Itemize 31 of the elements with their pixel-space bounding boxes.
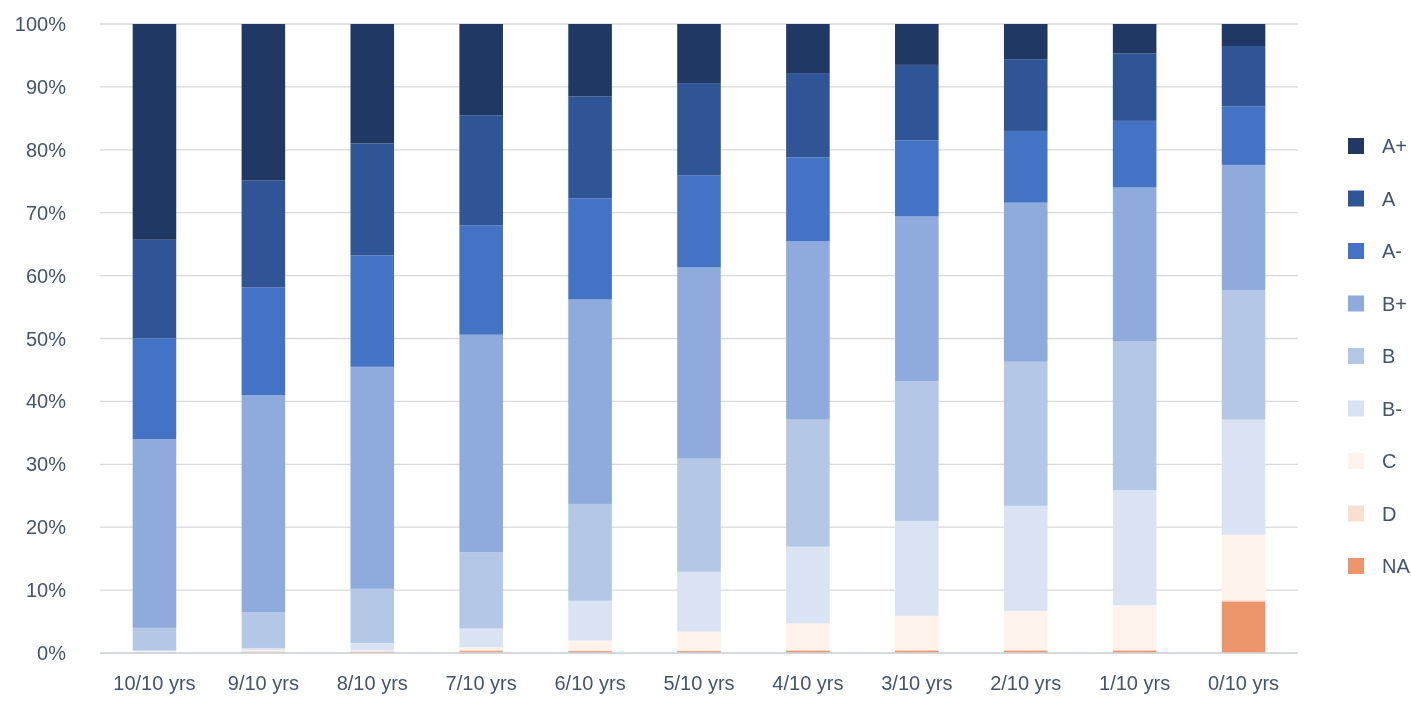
x-tick-label: 2/10 yrs bbox=[990, 672, 1062, 694]
x-tick-label: 3/10 yrs bbox=[881, 672, 953, 694]
y-tick-label: 20% bbox=[25, 516, 67, 539]
y-tick-label: 90% bbox=[25, 75, 67, 98]
y-tick-label: 80% bbox=[25, 138, 67, 161]
legend-label: A- bbox=[1382, 240, 1402, 262]
y-tick-label: 70% bbox=[25, 201, 67, 224]
y-tick-label: 10% bbox=[25, 579, 67, 602]
legend-label: A+ bbox=[1382, 135, 1408, 157]
legend-label: NA bbox=[1382, 555, 1411, 577]
y-tick-label: 30% bbox=[25, 453, 67, 476]
legend-label: B bbox=[1382, 345, 1396, 367]
x-tick-label: 1/10 yrs bbox=[1099, 672, 1171, 694]
x-tick-label: 0/10 yrs bbox=[1207, 672, 1280, 694]
x-tick-label: 8/10 yrs bbox=[336, 672, 408, 694]
y-tick-label: 50% bbox=[25, 327, 67, 350]
y-tick-label: 100% bbox=[14, 13, 67, 35]
y-tick-label: 40% bbox=[25, 390, 67, 413]
x-tick-label: 5/10 yrs bbox=[663, 672, 735, 694]
x-tick-label: 10/10 yrs bbox=[113, 672, 196, 694]
x-tick-label: 9/10 yrs bbox=[227, 672, 299, 694]
x-tick-label: 6/10 yrs bbox=[554, 672, 626, 694]
x-tick-label: 7/10 yrs bbox=[445, 672, 517, 694]
legend-label: B- bbox=[1382, 397, 1402, 420]
legend-label: D bbox=[1382, 502, 1397, 525]
legend-label: C bbox=[1382, 450, 1397, 472]
legend-label: B+ bbox=[1382, 292, 1408, 315]
x-tick-label: 4/10 yrs bbox=[772, 672, 844, 694]
y-tick-label: 60% bbox=[25, 264, 67, 287]
legend-label: A bbox=[1382, 187, 1396, 210]
y-tick-label: 0% bbox=[37, 642, 67, 664]
